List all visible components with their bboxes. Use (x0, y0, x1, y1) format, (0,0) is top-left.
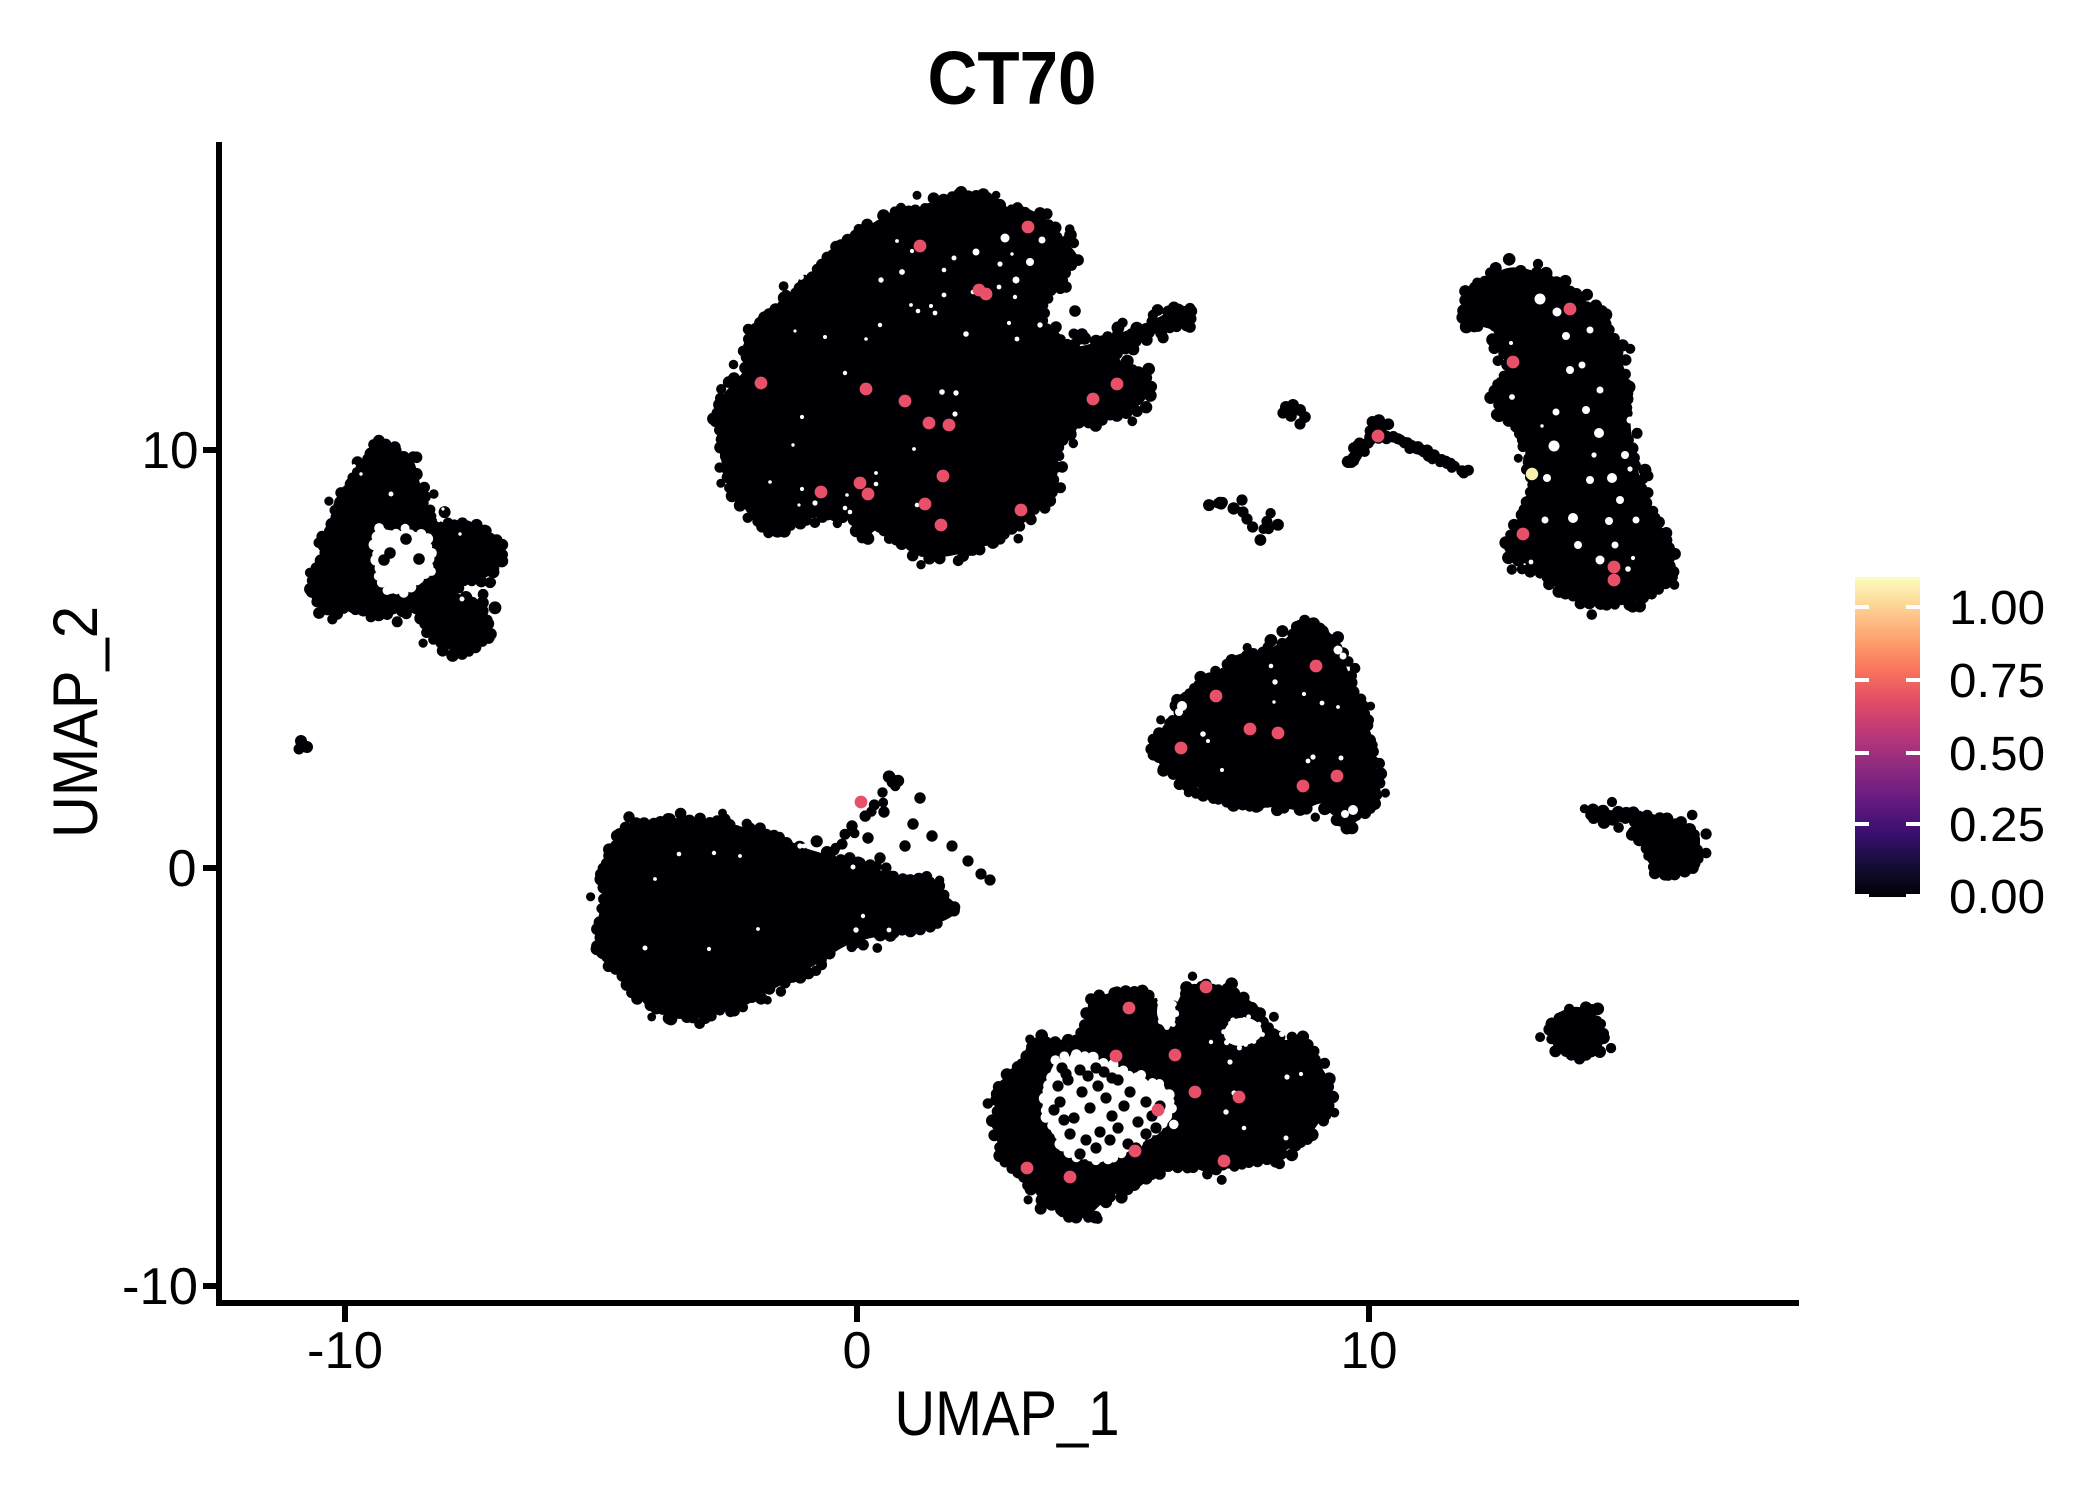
svg-text:0: 0 (843, 1322, 872, 1380)
svg-text:1.00: 1.00 (1949, 582, 2045, 635)
svg-text:CT70: CT70 (928, 36, 1097, 120)
svg-text:0.75: 0.75 (1949, 655, 2045, 708)
svg-text:10: 10 (1341, 1322, 1398, 1380)
svg-text:UMAP_1: UMAP_1 (895, 1379, 1120, 1449)
svg-text:UMAP_2: UMAP_2 (41, 606, 111, 838)
svg-text:0.25: 0.25 (1949, 799, 2045, 852)
svg-text:0.50: 0.50 (1949, 728, 2045, 781)
svg-text:0: 0 (168, 840, 197, 898)
svg-text:-10: -10 (307, 1322, 383, 1380)
svg-text:10: 10 (142, 422, 199, 480)
svg-text:-10: -10 (122, 1258, 198, 1316)
svg-text:0.00: 0.00 (1949, 871, 2045, 924)
